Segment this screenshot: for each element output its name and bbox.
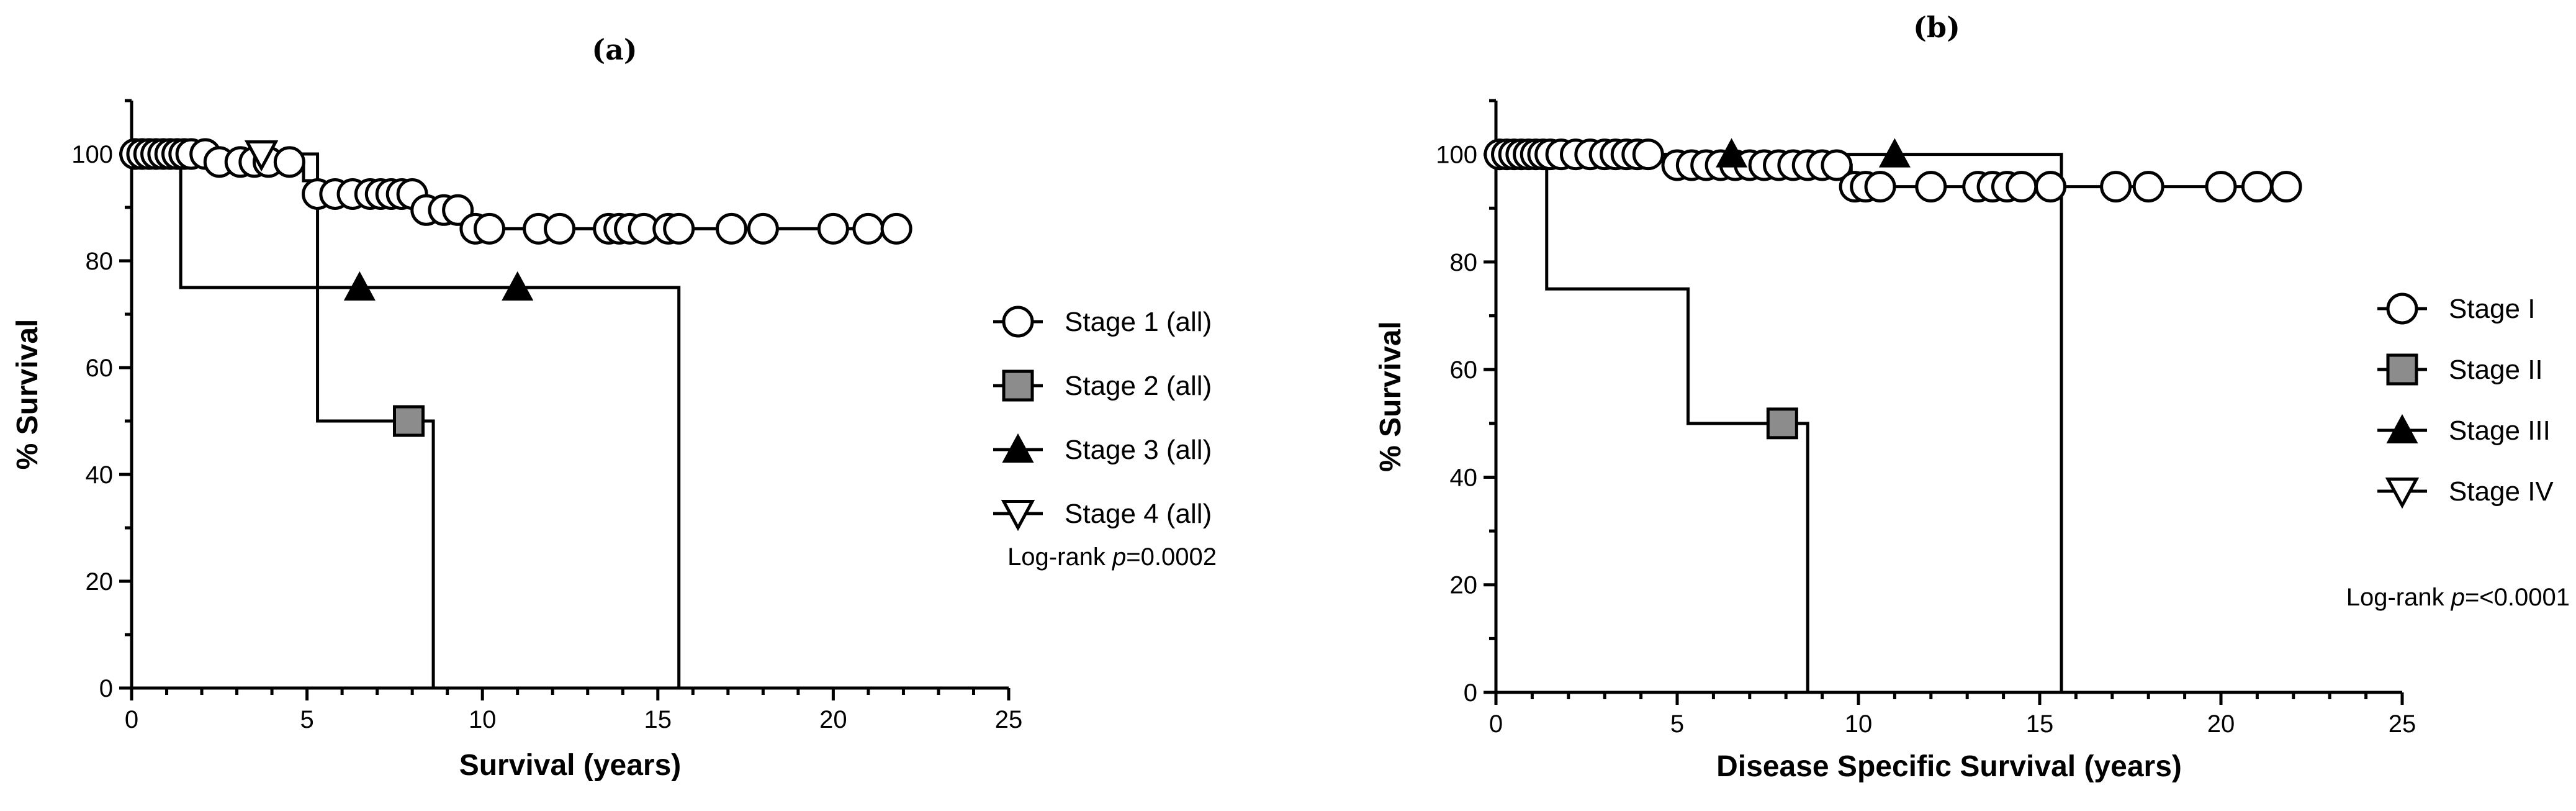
- censor-marker: [1632, 138, 1664, 171]
- chart-panel-a: (a) 0 20 40 60 80 100 0 5 10 15 20 25 Survival (years…: [11, 33, 1217, 782]
- series-1: [132, 152, 435, 688]
- censor-marker: [1821, 149, 1853, 181]
- x-tick-label: 0: [125, 706, 138, 733]
- x-tick-label: 25: [2389, 710, 2416, 738]
- x-tick-label: 15: [2026, 710, 2054, 738]
- censor-marker: [343, 271, 376, 301]
- censor-marker: [817, 212, 849, 245]
- x-tick-label: 10: [469, 706, 497, 733]
- y-tick-label: 60: [1450, 356, 1478, 384]
- y-tick-label: 0: [1464, 679, 1477, 707]
- y-tick-label: 0: [99, 675, 113, 702]
- x-axis-title: Disease Specific Survival (years): [1716, 750, 2182, 783]
- x-tick-label: 0: [1489, 710, 1503, 738]
- panel-label: (b): [1913, 11, 1960, 44]
- legend-marker: [1002, 369, 1034, 402]
- censor-marker: [244, 140, 279, 172]
- censor-marker: [1915, 171, 1947, 203]
- y-tick-label: 20: [86, 568, 114, 596]
- series-1: [1496, 153, 1809, 692]
- censor-marker: [544, 212, 576, 245]
- censor-marker: [474, 212, 506, 245]
- series-2-markers: [343, 271, 534, 301]
- censor-marker: [1716, 138, 1748, 168]
- censor-marker: [393, 405, 425, 437]
- series-2-markers: [1716, 138, 1911, 168]
- censor-marker: [1878, 138, 1911, 168]
- legend-marker: [2386, 414, 2418, 444]
- censor-marker: [2270, 171, 2302, 203]
- censor-marker: [880, 212, 912, 245]
- legend-label: Stage IV: [2449, 476, 2554, 507]
- legend: Stage I Stage II Stage III Stage IV: [2377, 292, 2554, 509]
- x-tick-label: 15: [644, 706, 672, 733]
- panel-label: (a): [592, 33, 637, 66]
- x-tick-label: 10: [1845, 710, 1873, 738]
- censor-marker: [2035, 171, 2067, 203]
- censor-marker: [747, 212, 779, 245]
- legend: Stage 1 (all) Stage 2 (all) Stage 3 (all) S…: [993, 306, 1212, 532]
- censor-marker: [1864, 171, 1896, 203]
- legend-item: Stage III: [2377, 414, 2551, 446]
- chart-panel-b: (b) 0 20 40 60 80 100 0 5 10 15 20 25 Disease Specifi…: [1374, 11, 2570, 783]
- y-tick-label: 80: [86, 248, 114, 275]
- legend-label: Stage I: [2449, 294, 2535, 324]
- y-tick-label: 100: [1436, 142, 1477, 169]
- legend-item: Stage 2 (all): [993, 369, 1212, 402]
- series-1-markers: [393, 405, 425, 437]
- x-tick-label: 25: [995, 706, 1023, 733]
- y-tick-label: 100: [71, 141, 113, 168]
- legend-marker: [1001, 499, 1035, 532]
- censor-marker: [2241, 171, 2273, 203]
- censor-marker: [2100, 171, 2132, 203]
- x-tick-label: 20: [819, 706, 847, 733]
- survival-curve: [1496, 153, 1809, 692]
- legend-item: Stage II: [2377, 353, 2543, 386]
- log-rank-annotation: Log-rank p=<0.0001: [2346, 584, 2570, 611]
- x-tick-label: 5: [300, 706, 313, 733]
- censor-marker: [2132, 171, 2164, 203]
- legend-label: Stage 4 (all): [1065, 499, 1212, 529]
- legend-item: Stage IV: [2377, 476, 2554, 509]
- legend-marker: [2386, 292, 2418, 325]
- y-axis-title: % Survival: [1374, 321, 1407, 472]
- legend-item: Stage I: [2377, 292, 2535, 325]
- legend-label: Stage 2 (all): [1065, 371, 1212, 401]
- series-0-markers: [119, 138, 912, 245]
- censor-marker: [663, 212, 695, 245]
- y-tick-label: 40: [1450, 464, 1478, 491]
- censor-marker: [715, 212, 747, 245]
- legend-marker: [2385, 477, 2420, 509]
- x-tick-label: 5: [1670, 710, 1684, 738]
- x-axis-title: Survival (years): [459, 749, 682, 782]
- legend-item: Stage 1 (all): [993, 306, 1212, 338]
- y-tick-label: 60: [86, 355, 114, 382]
- censor-marker: [2205, 171, 2237, 203]
- x-tick-label: 20: [2207, 710, 2235, 738]
- y-tick-label: 40: [86, 461, 114, 489]
- y-tick-label: 20: [1450, 572, 1478, 599]
- legend-label: Stage 3 (all): [1065, 435, 1212, 465]
- legend-marker: [1002, 306, 1034, 338]
- censor-marker: [2006, 171, 2038, 203]
- censor-marker: [273, 146, 305, 178]
- log-rank-annotation: Log-rank p=0.0002: [1007, 543, 1217, 571]
- legend-label: Stage 1 (all): [1065, 307, 1212, 337]
- survival-curve: [132, 152, 435, 688]
- legend-label: Stage II: [2449, 355, 2543, 385]
- censor-marker: [1766, 407, 1798, 440]
- y-tick-label: 80: [1450, 249, 1478, 276]
- series-1-markers: [1766, 407, 1798, 440]
- legend-item: Stage 4 (all): [993, 499, 1212, 532]
- censor-marker: [852, 212, 885, 245]
- legend-label: Stage III: [2449, 415, 2551, 446]
- legend-item: Stage 3 (all): [993, 433, 1212, 465]
- legend-marker: [1002, 433, 1034, 463]
- y-axis-title: % Survival: [11, 319, 44, 470]
- legend-marker: [2386, 353, 2418, 386]
- series-3-markers: [244, 140, 279, 172]
- censor-marker: [502, 271, 534, 301]
